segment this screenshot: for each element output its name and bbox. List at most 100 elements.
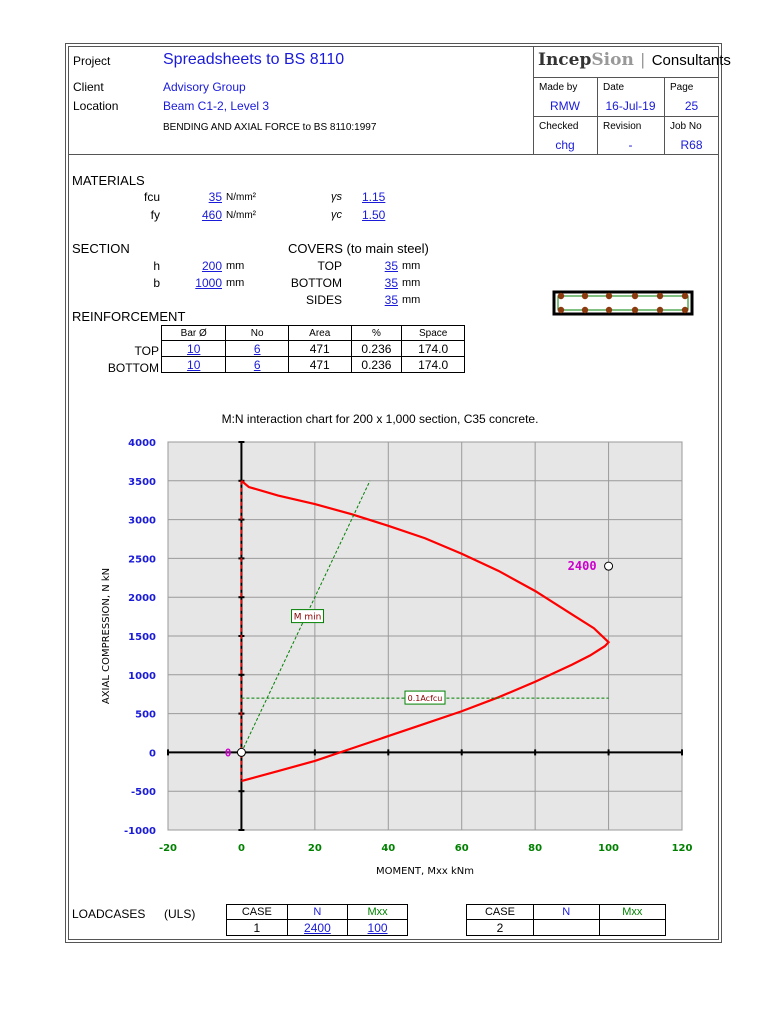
y-tick-label: 3500 xyxy=(128,477,156,488)
chart-title: M:N interaction chart for 200 x 1,000 se… xyxy=(221,412,539,426)
b-unit: mm xyxy=(226,277,245,289)
cover-sides-input[interactable]: 35 xyxy=(384,293,398,307)
loadcase-table-2: CASE N Mxx 2 xyxy=(466,904,667,936)
x-tick-label: 120 xyxy=(672,843,693,854)
data-point xyxy=(604,561,614,571)
cover-bottom-unit: mm xyxy=(402,277,421,289)
subtitle: BENDING AND AXIAL FORCE to BS 8110:1997 xyxy=(163,122,377,133)
loadcase2-header-m: Mxx xyxy=(598,904,667,920)
project-value[interactable]: Spreadsheets to BS 8110 xyxy=(163,51,345,68)
made-by-value[interactable]: RMW xyxy=(550,99,580,113)
loadcase-1-case: 1 xyxy=(226,919,288,936)
gamma-s-label: γs xyxy=(331,191,342,203)
rebar-bottom-pct: 0.236 xyxy=(350,356,403,373)
cover-sides-label: SIDES xyxy=(305,293,342,307)
rebar-top-space: 174.0 xyxy=(401,340,465,357)
rebar-header-area: Area xyxy=(287,325,352,341)
rebar-top-no-input[interactable]: 6 xyxy=(225,340,289,357)
loadcases-title: LOADCASES xyxy=(72,907,146,921)
y-axis-label: AXIAL COMPRESSION, N kN xyxy=(101,568,112,704)
data-point xyxy=(236,747,246,757)
table-row: 10 6 471 0.236 174.0 xyxy=(160,356,465,373)
x-tick-label: 100 xyxy=(598,843,619,854)
y-tick-label: -1000 xyxy=(124,826,156,837)
y-tick-label: 3000 xyxy=(128,516,156,527)
jobno-value[interactable]: R68 xyxy=(680,138,703,152)
rebar-header-no: No xyxy=(225,325,289,341)
reinforcement-title: REINFORCEMENT xyxy=(72,309,186,324)
annotation-label: M min xyxy=(294,613,322,623)
x-tick-label: 0 xyxy=(238,843,245,854)
fcu-unit: N/mm² xyxy=(226,192,256,203)
x-tick-label: -20 xyxy=(159,843,177,854)
loadcase-2-n-input[interactable] xyxy=(532,919,600,936)
loadcase2-header-n: N xyxy=(532,904,600,920)
date-value[interactable]: 16-Jul-19 xyxy=(605,99,656,113)
loadcase-1-n-input[interactable]: 2400 xyxy=(286,919,349,936)
page-value[interactable]: 25 xyxy=(684,99,699,113)
fy-input[interactable]: 460 xyxy=(201,208,222,222)
rebar-top-area: 471 xyxy=(287,340,352,357)
rebar-bottom-bar-input[interactable]: 10 xyxy=(160,356,227,373)
logo-text-consultants: Consultants xyxy=(651,52,731,69)
h-input[interactable]: 200 xyxy=(201,259,222,273)
loadcase-2-m-input[interactable] xyxy=(598,919,667,936)
table-row: 2 xyxy=(466,919,667,936)
cover-bottom-input[interactable]: 35 xyxy=(384,276,398,290)
logo-text-incep: Incep xyxy=(538,50,592,70)
b-input[interactable]: 1000 xyxy=(195,276,222,290)
y-tick-label: 1000 xyxy=(128,671,156,682)
header-vline-1 xyxy=(533,46,534,154)
checked-value[interactable]: chg xyxy=(555,138,575,152)
y-tick-label: 1500 xyxy=(128,632,156,643)
sheet-frame xyxy=(65,43,722,943)
x-tick-label: 40 xyxy=(381,843,395,854)
rebar-header-bar: Bar Ø xyxy=(160,325,227,341)
rebar-bottom-area: 471 xyxy=(287,356,352,373)
cover-top-input[interactable]: 35 xyxy=(384,259,398,273)
h-unit: mm xyxy=(226,260,245,272)
loadcase-1-m-input[interactable]: 100 xyxy=(347,919,408,936)
rebar-top-pct: 0.236 xyxy=(350,340,403,357)
cover-top-unit: mm xyxy=(402,260,421,272)
company-logo: IncepSion | Consultants xyxy=(538,50,731,70)
data-point-label: 2400 xyxy=(568,559,597,573)
annotation-box xyxy=(291,609,325,624)
rebar-bottom-space: 174.0 xyxy=(401,356,465,373)
y-tick-label: 4000 xyxy=(128,438,156,449)
date-label: Date xyxy=(603,82,625,93)
jobno-label: Job No xyxy=(670,121,702,132)
rebar-top-bar-input[interactable]: 10 xyxy=(160,340,227,357)
client-label: Client xyxy=(73,80,104,94)
table-row: 1 2400 100 xyxy=(226,919,408,936)
cover-bottom-label: BOTTOM xyxy=(290,276,342,290)
fcu-input[interactable]: 35 xyxy=(208,190,222,204)
checked-label: Checked xyxy=(539,121,579,132)
gamma-c-label: γc xyxy=(331,209,342,221)
loadcase-header-m: Mxx xyxy=(347,904,408,920)
revision-value[interactable]: - xyxy=(628,138,633,152)
y-tick-label: 2500 xyxy=(128,554,156,565)
section-sketch xyxy=(552,290,694,316)
fcu-label: fcu xyxy=(143,190,160,204)
annotation-box xyxy=(404,690,446,705)
rebar-row-bottom-label: BOTTOM xyxy=(107,361,159,375)
revision-label: Revision xyxy=(603,121,642,132)
client-value[interactable]: Advisory Group xyxy=(163,80,246,94)
materials-title: MATERIALS xyxy=(72,173,145,188)
gamma-c-input[interactable]: 1.50 xyxy=(362,208,386,222)
covers-title: COVERS (to main steel) xyxy=(288,241,429,256)
x-tick-label: 20 xyxy=(308,843,322,854)
loadcase-header-case: CASE xyxy=(226,904,288,920)
gamma-s-input[interactable]: 1.15 xyxy=(362,190,386,204)
interaction-chart: -1000-5000500100015002000250030003500400… xyxy=(101,438,693,877)
rebar-row-top-label: TOP xyxy=(134,344,159,358)
rebar-header-space: Space xyxy=(401,325,465,341)
location-value[interactable]: Beam C1-2, Level 3 xyxy=(163,99,270,113)
header-vline-2 xyxy=(597,77,598,154)
y-tick-label: 2000 xyxy=(128,593,156,604)
page-label: Page xyxy=(670,82,694,93)
rebar-bottom-no-input[interactable]: 6 xyxy=(225,356,289,373)
cover-sides-unit: mm xyxy=(402,294,421,306)
header-divider xyxy=(68,154,719,155)
